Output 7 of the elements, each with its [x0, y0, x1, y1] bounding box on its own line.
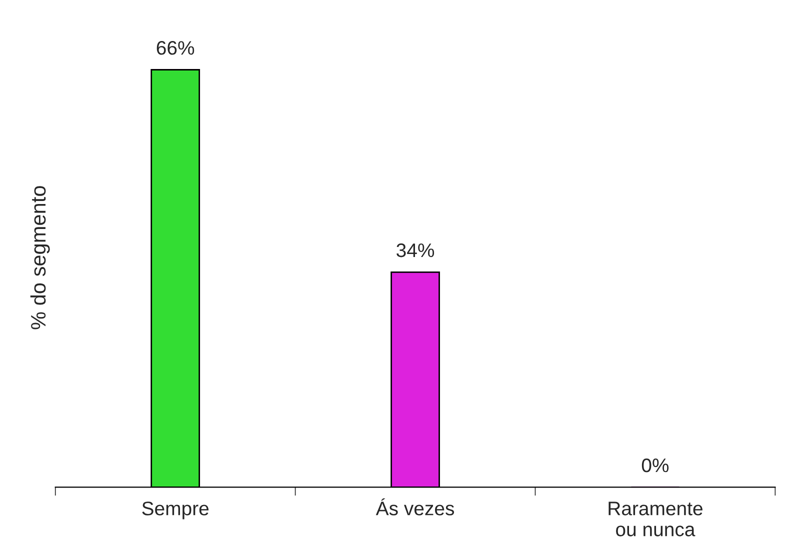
data-label: 34% — [396, 243, 434, 258]
x-tick-label: Raramente ou nunca — [608, 502, 702, 536]
y-axis-title: % do segmento — [30, 186, 50, 330]
x-tick-label: Sempre — [142, 502, 209, 520]
x-tick-label: Ás vezes — [376, 498, 454, 516]
data-label: 66% — [156, 41, 194, 55]
data-label: 0% — [642, 458, 669, 472]
